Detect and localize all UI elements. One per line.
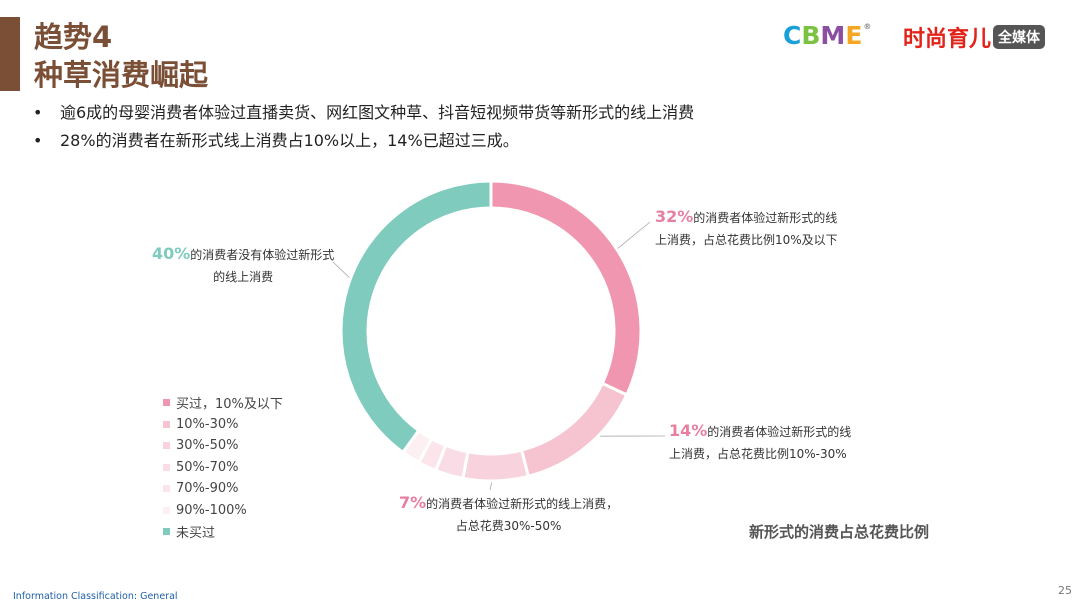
donut-slices (339, 179, 643, 483)
information-classification: Information Classification: General (13, 591, 178, 602)
donut-slice (489, 179, 643, 397)
annotation-32-line2: 上消费，占总花费比例10%及以下 (655, 233, 838, 247)
donut-slice (519, 381, 629, 479)
legend-label: 70%-90% (176, 481, 239, 497)
chart-legend: 买过，10%及以下 10%-30% 30%-50% 50%-70% 70%-90% 90%… (163, 392, 283, 543)
legend-swatch (163, 485, 170, 493)
donut-slice (461, 448, 531, 483)
annotation-14-line2: 上消费，占总花费比例10%-30% (669, 447, 847, 461)
page-title: 趋势4 种草消费崛起 (34, 18, 208, 94)
annotation-32-pct: 32% (655, 207, 694, 226)
annotation-7-pct: 7% (399, 493, 427, 512)
legend-item: 10%-30% (163, 414, 283, 436)
registered-mark: ® (863, 22, 872, 31)
annotation-40-pct: 40% (152, 244, 191, 263)
cbme-letter-c: C (783, 20, 802, 50)
bullet-item: • 逾6成的母婴消费者体验过直播卖货、网红图文种草、抖音短视频带货等新形式的线上… (33, 99, 694, 127)
title-accent-bar (0, 17, 20, 91)
annotation-7-line1: 的消费者体验过新形式的线上消费， (426, 497, 619, 511)
legend-label: 买过，10%及以下 (176, 397, 283, 413)
media-logo: 时尚育儿 全媒体 (903, 21, 1046, 53)
title-line-2: 种草消费崛起 (34, 58, 209, 92)
annotation-7: 7%的消费者体验过新形式的线上消费， 占总花费30%-50% (399, 492, 618, 537)
legend-item: 未买过 (163, 521, 283, 543)
annotation-40: 40%的消费者没有体验过新形式 的线上消费 (152, 243, 334, 288)
cbme-letter-m: M (820, 20, 846, 50)
bullet-text: 逾6成的母婴消费者体验过直播卖货、网红图文种草、抖音短视频带货等新形式的线上消费 (60, 103, 695, 122)
media-logo-tag: 全媒体 (993, 25, 1046, 49)
legend-swatch (163, 420, 170, 428)
cbme-letter-e: E (845, 20, 863, 50)
legend-label: 30%-50% (176, 438, 239, 454)
legend-swatch (163, 528, 170, 536)
page-number: 25 (1058, 584, 1072, 597)
legend-swatch (163, 399, 170, 407)
legend-item: 50%-70% (163, 457, 283, 479)
bullet-text: 28%的消费者在新形式线上消费占10%以上，14%已超过三成。 (60, 131, 519, 150)
media-logo-name: 时尚育儿 (903, 26, 992, 52)
legend-item: 买过，10%及以下 (163, 392, 283, 414)
legend-swatch (163, 506, 170, 514)
annotation-40-line2: 的线上消费 (213, 270, 274, 284)
bullet-symbol: • (33, 103, 43, 122)
bullet-symbol: • (33, 131, 43, 150)
annotation-14-line1: 的消费者体验过新形式的线 (707, 425, 852, 439)
legend-label: 50%-70% (176, 459, 239, 475)
annotation-32-line1: 的消费者体验过新形式的线 (693, 211, 838, 225)
legend-item: 90%-100% (163, 500, 283, 522)
legend-label: 未买过 (176, 526, 216, 542)
bullet-item: • 28%的消费者在新形式线上消费占10%以上，14%已超过三成。 (33, 127, 694, 155)
legend-item: 30%-50% (163, 435, 283, 457)
legend-swatch (163, 442, 170, 450)
bullet-list: • 逾6成的母婴消费者体验过直播卖货、网红图文种草、抖音短视频带货等新形式的线上… (33, 99, 694, 155)
annotation-14-pct: 14% (669, 421, 708, 440)
legend-label: 90%-100% (176, 502, 247, 518)
annotation-7-line2: 占总花费30%-50% (455, 519, 562, 533)
chart-caption: 新形式的消费占总花费比例 (749, 523, 930, 541)
annotation-32: 32%的消费者体验过新形式的线 上消费，占总花费比例10%及以下 (655, 206, 838, 251)
legend-swatch (163, 463, 170, 471)
legend-label: 10%-30% (176, 416, 239, 432)
annotation-14: 14%的消费者体验过新形式的线 上消费，占总花费比例10%-30% (669, 420, 851, 465)
cbme-letter-b: B (801, 20, 821, 50)
legend-item: 70%-90% (163, 478, 283, 500)
donut-slice (339, 179, 493, 455)
title-line-1: 趋势4 (34, 20, 113, 54)
annotation-40-line1: 的消费者没有体验过新形式 (190, 248, 335, 262)
cbme-logo: C B M E ® (783, 20, 872, 50)
